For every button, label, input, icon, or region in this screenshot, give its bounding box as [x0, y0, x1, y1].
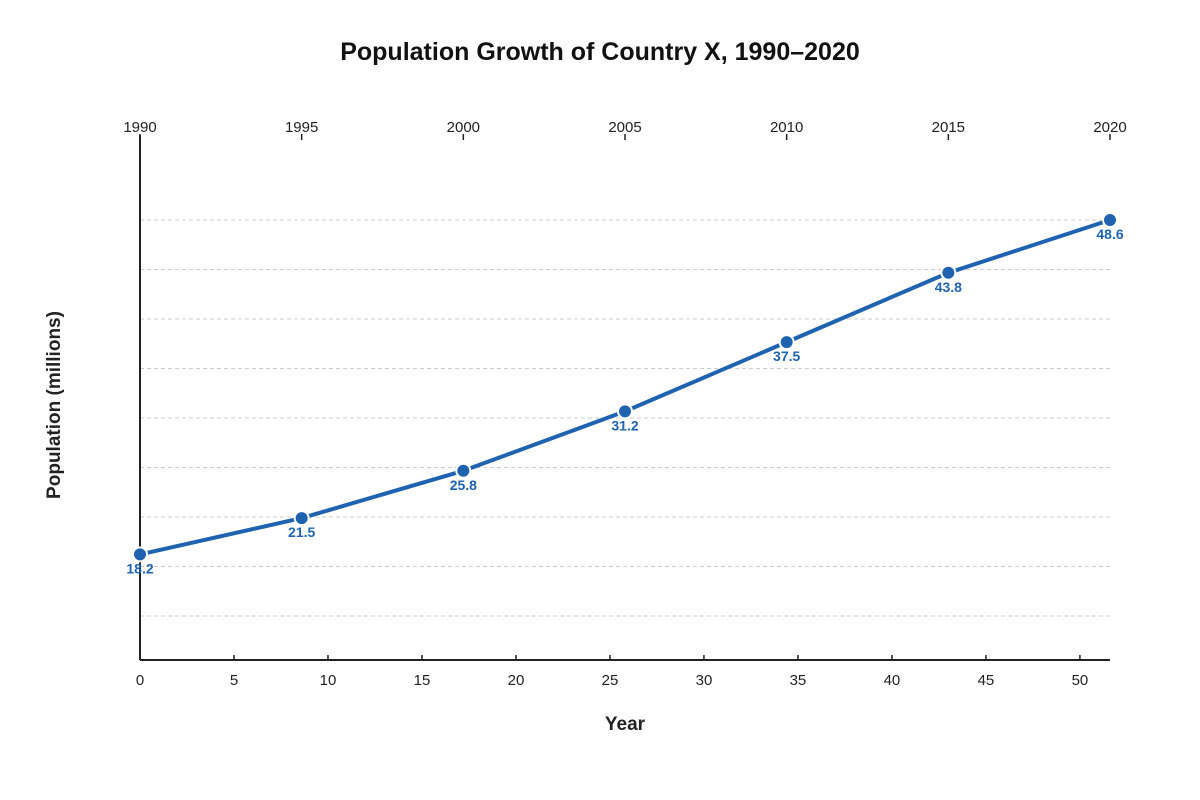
- bottom-axis-tick-label: 20: [508, 672, 525, 689]
- data-label: 18.2: [126, 560, 153, 576]
- bottom-axis-tick-label: 10: [320, 672, 337, 689]
- bottom-axis-tick-label: 25: [602, 672, 619, 689]
- data-point: [1102, 212, 1118, 228]
- bottom-axis-tick-label: 5: [230, 672, 238, 689]
- bottom-axis-tick-label: 45: [978, 672, 995, 689]
- top-axis: 1990 1995 2000 2005 2010 2015 2020: [123, 119, 1127, 140]
- data-series: [132, 212, 1118, 563]
- bottom-axis-tick-label: 0: [136, 672, 144, 689]
- data-label: 48.6: [1096, 226, 1123, 242]
- data-point: [132, 546, 148, 563]
- chart-title: Population Growth of Country X, 1990–202…: [340, 38, 860, 66]
- bottom-axis-tick-label: 50: [1072, 672, 1089, 689]
- data-point: [455, 462, 472, 479]
- x-axis-title: Year: [605, 714, 646, 735]
- top-axis-tick-label: 1995: [285, 119, 318, 136]
- data-labels: 18.2 21.5 25.8 31.2 37.5 43.8 48.6: [126, 226, 1123, 576]
- bottom-axis-tick-label: 15: [414, 672, 431, 689]
- top-axis-tick-label: 2020: [1093, 119, 1126, 136]
- data-point: [778, 334, 795, 351]
- top-axis-tick-label: 1990: [123, 119, 156, 136]
- top-axis-tick-label: 2010: [770, 119, 803, 136]
- data-label: 31.2: [611, 417, 638, 433]
- data-label: 25.8: [450, 477, 477, 493]
- bottom-axis-tick-label: 35: [790, 672, 807, 689]
- data-label: 21.5: [288, 524, 315, 540]
- top-axis-tick-label: 2005: [608, 119, 641, 136]
- top-axis-tick-label: 2015: [932, 119, 965, 136]
- bottom-axis-tick-label: 40: [884, 672, 901, 689]
- data-point: [940, 264, 957, 281]
- data-label: 37.5: [773, 348, 800, 364]
- bottom-axis: 0 5 10 15 20 25 30 35 40 45 50: [136, 655, 1088, 689]
- top-axis-tick-label: 2000: [447, 119, 480, 136]
- data-label: 43.8: [935, 279, 962, 295]
- series-line: [138, 218, 1112, 557]
- data-point: [617, 403, 633, 420]
- axes: [139, 135, 1110, 661]
- y-axis-title: Population (millions): [44, 311, 65, 499]
- data-point: [293, 510, 310, 527]
- bottom-axis-tick-label: 30: [696, 672, 713, 689]
